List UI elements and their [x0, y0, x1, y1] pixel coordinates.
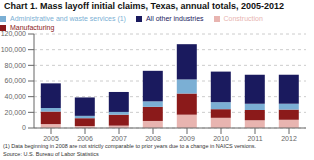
- svg-text:2009: 2009: [179, 135, 195, 142]
- svg-text:100,000: 100,000: [8, 46, 26, 53]
- svg-text:2011: 2011: [247, 135, 262, 142]
- html-text:Source: U.S. Bureau of Labor S: Source: U.S. Bureau of Labor Statistics: [3, 151, 99, 157]
- svg-text:2012: 2012: [281, 135, 297, 142]
- svg-text:120,000: 120,000: [8, 30, 26, 37]
- svg-text:80,000: 80,000: [8, 62, 26, 69]
- html-text:Chart 1. Mass layoff initial c: Chart 1. Mass layoff initial claims, Tex…: [4, 1, 284, 11]
- html-text:Construction: Construction: [223, 15, 263, 22]
- svg-text:2010: 2010: [213, 135, 229, 142]
- svg-text:60,000: 60,000: [8, 77, 26, 84]
- html-text:All other industries: All other industries: [145, 15, 204, 22]
- svg-text:40,000: 40,000: [8, 93, 26, 100]
- svg-text:0: 0: [22, 124, 26, 131]
- svg-text:2008: 2008: [145, 135, 161, 142]
- html-text:Administrative and waste servi: Administrative and waste services (1): [10, 15, 126, 22]
- html-text:Manufacturing: Manufacturing: [10, 24, 55, 31]
- svg-text:2005: 2005: [43, 135, 59, 142]
- svg-text:2007: 2007: [111, 135, 127, 142]
- svg-text:20,000: 20,000: [8, 109, 26, 116]
- html-text:(1) Data beginning in 2008 are: (1) Data beginning in 2008 are not stric…: [3, 143, 257, 149]
- svg-text:2006: 2006: [77, 135, 93, 142]
